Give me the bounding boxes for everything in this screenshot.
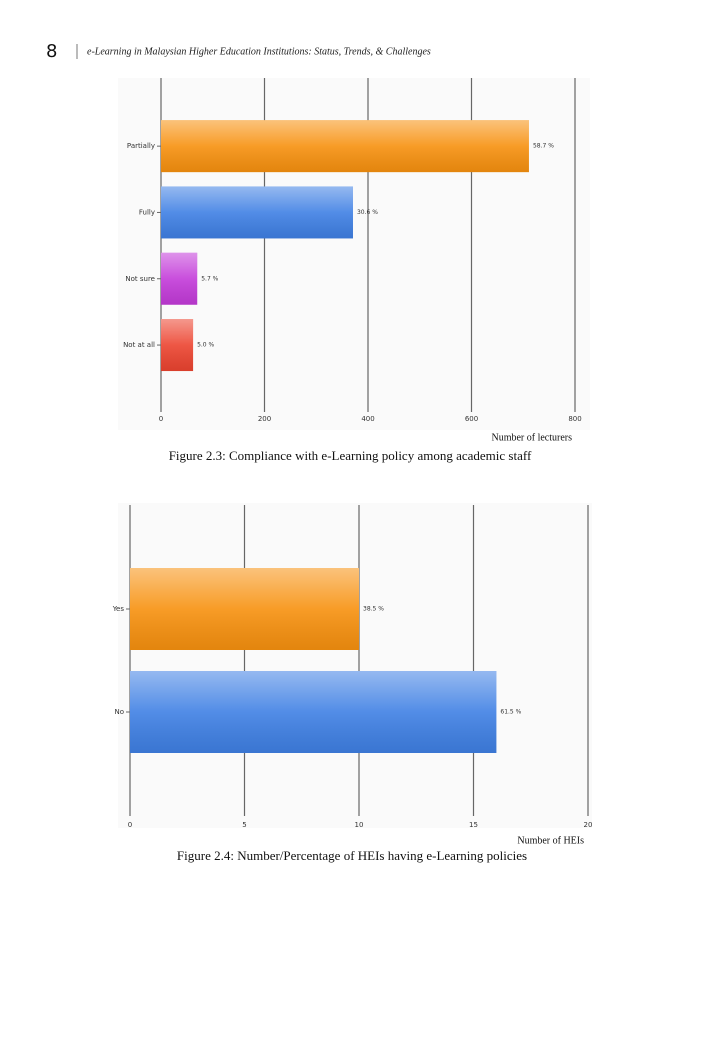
figure-caption: Figure 2.4: Number/Percentage of HEIs ha…	[177, 848, 527, 863]
category-label: Partially	[127, 142, 155, 150]
bar-shine	[130, 568, 359, 650]
x-tick-label: 5	[242, 821, 246, 829]
x-axis-title: Number of lecturers	[491, 432, 572, 443]
category-label: Not at all	[123, 341, 155, 349]
category-label: Yes	[112, 605, 125, 613]
x-tick-label: 200	[258, 415, 271, 423]
running-header: e-Learning in Malaysian Higher Education…	[87, 46, 431, 57]
bar-shine	[161, 120, 529, 173]
bar-label: 30.6 %	[357, 209, 378, 216]
x-axis-title: Number of HEIs	[517, 835, 584, 846]
x-tick-label: 600	[465, 415, 478, 423]
x-tick-label: 10	[355, 821, 364, 829]
bar-shine	[161, 186, 353, 239]
figure-caption: Figure 2.3: Compliance with e-Learning p…	[169, 448, 532, 463]
category-label: Fully	[139, 208, 155, 216]
bar-label: 5.7 %	[201, 275, 218, 282]
x-tick-label: 20	[584, 821, 593, 829]
category-label: No	[114, 708, 124, 716]
page-number: 8	[46, 41, 57, 62]
x-tick-label: 800	[568, 415, 581, 423]
bar-label: 38.5 %	[363, 606, 384, 613]
bar-label: 58.7 %	[533, 143, 554, 150]
bar-shine	[161, 319, 194, 372]
bar-shine	[130, 671, 497, 753]
bar-label: 5.0 %	[197, 342, 214, 349]
bar-shine	[161, 252, 198, 305]
x-tick-label: 0	[128, 821, 132, 829]
x-tick-label: 400	[361, 415, 374, 423]
bar-label: 61.5 %	[500, 709, 521, 716]
x-tick-label: 15	[469, 821, 478, 829]
chart-background	[118, 503, 592, 828]
x-tick-label: 0	[159, 415, 163, 423]
category-label: Not sure	[125, 275, 155, 283]
